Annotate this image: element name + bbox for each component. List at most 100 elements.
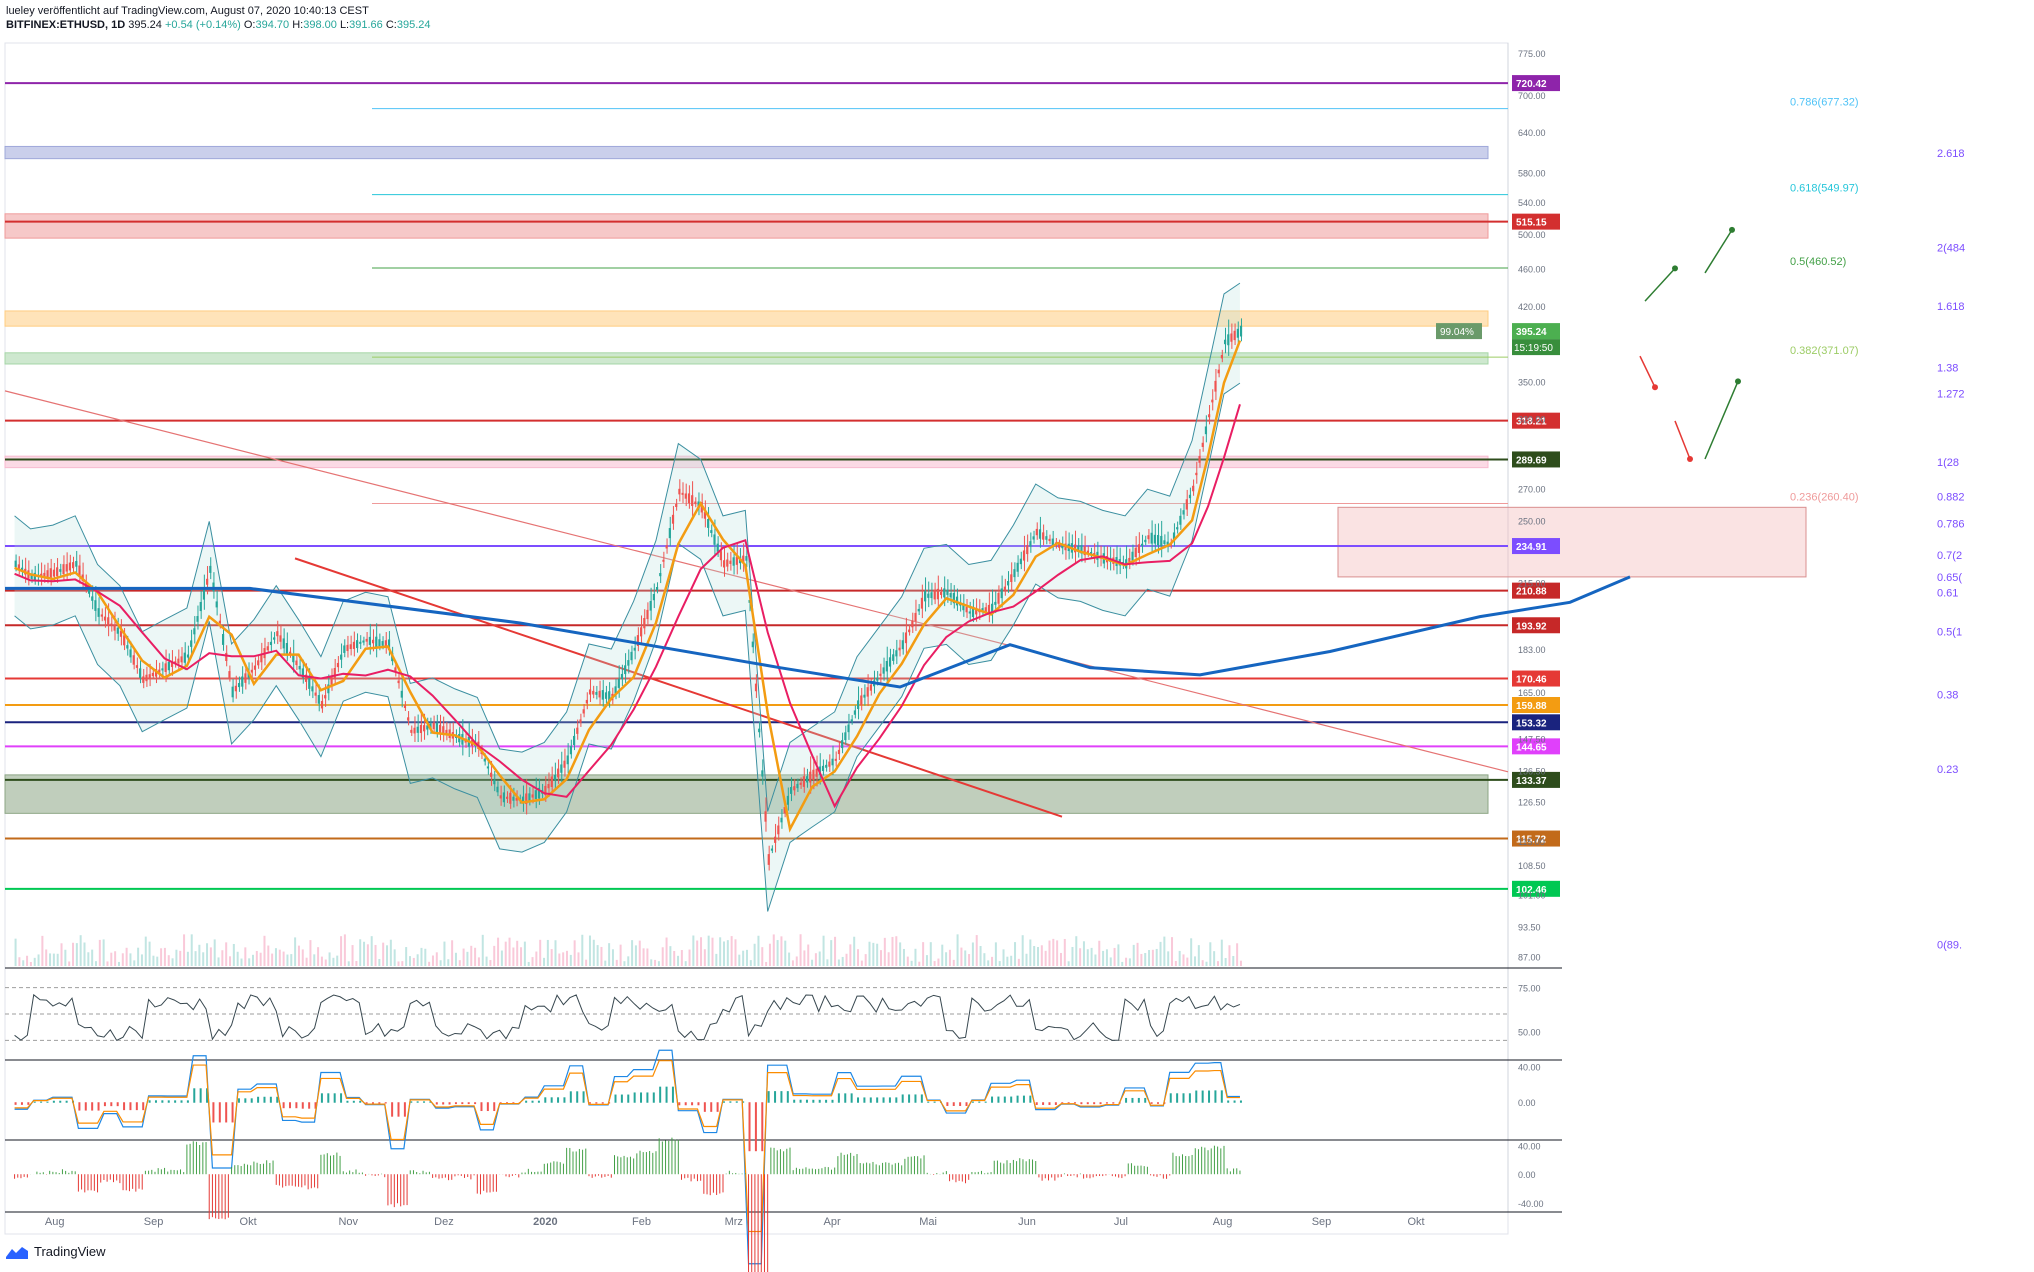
candle-body xyxy=(1042,532,1045,540)
candle-body xyxy=(158,669,161,673)
macd-histogram-bar xyxy=(301,1102,304,1109)
macd-histogram-bar xyxy=(793,1099,796,1103)
candle-body xyxy=(901,640,904,650)
volume-bar xyxy=(914,948,917,966)
candle-body xyxy=(914,612,917,622)
volume-bar xyxy=(872,942,875,966)
volume-bar xyxy=(41,935,44,966)
macd-histogram-bar xyxy=(199,1088,202,1103)
volume-bar xyxy=(677,955,680,966)
volume-bar xyxy=(121,953,124,966)
macd-histogram-bar xyxy=(480,1102,483,1112)
consolidation-box xyxy=(1337,506,1807,578)
bollinger-lower xyxy=(14,382,1241,912)
volume-bar xyxy=(408,956,411,966)
volume-bar xyxy=(225,942,228,966)
candle-body xyxy=(234,685,237,692)
candle-body xyxy=(595,691,598,695)
volume-bar xyxy=(757,935,760,966)
candle-body xyxy=(745,556,748,561)
volume-bar xyxy=(1132,944,1135,966)
fib-extension-label: 0(89. xyxy=(1937,940,1962,952)
macd-histogram-bar xyxy=(774,1091,777,1103)
volume-bar xyxy=(221,950,224,966)
candle-body xyxy=(397,680,400,684)
candle-body xyxy=(780,817,783,823)
volume-bar xyxy=(546,939,549,966)
macd-histogram-bar xyxy=(703,1102,706,1112)
candle-body xyxy=(237,682,241,688)
volume-bar xyxy=(516,940,519,966)
volume-bar xyxy=(1224,957,1227,966)
candle-body xyxy=(917,608,920,612)
candle-body xyxy=(1217,369,1220,374)
volume-bar xyxy=(102,939,105,966)
symbol-name[interactable]: BITFINEX:ETHUSD, 1D xyxy=(6,19,126,31)
candle-body xyxy=(984,607,987,612)
candle-body xyxy=(378,639,381,647)
candle-body xyxy=(343,645,346,653)
y-tick-label: 126.50 xyxy=(1518,798,1546,808)
macd-histogram-bar xyxy=(218,1102,221,1123)
macd-histogram-bar xyxy=(416,1101,419,1103)
macd-histogram-bar xyxy=(837,1093,840,1103)
tradingview-brand[interactable]: TradingView xyxy=(34,1244,106,1259)
volume-bar xyxy=(1079,948,1082,966)
volume-bar xyxy=(278,949,281,966)
volume-bar xyxy=(389,939,392,966)
volume-bar xyxy=(244,947,247,966)
candle-body xyxy=(1086,550,1089,554)
volume-bar xyxy=(899,942,902,966)
volume-bar xyxy=(458,960,461,966)
volume-bar xyxy=(994,942,997,966)
tradingview-logo-icon[interactable] xyxy=(6,1245,28,1259)
candle-body xyxy=(924,591,927,602)
candle-body xyxy=(684,493,687,499)
candle-body xyxy=(349,644,352,650)
volume-bar xyxy=(232,943,235,966)
macd-signal-line xyxy=(14,1060,1240,1233)
volume-bar xyxy=(577,952,580,966)
candle-body xyxy=(876,677,879,681)
volume-bar xyxy=(784,940,787,966)
macd-histogram-bar xyxy=(971,1101,974,1103)
macd-histogram-bar xyxy=(684,1102,687,1106)
candle-body xyxy=(129,649,132,658)
volume-bar xyxy=(64,949,67,966)
candle-body xyxy=(1007,581,1010,586)
candle-body xyxy=(588,689,592,695)
volume-bar xyxy=(1086,949,1089,966)
macd-histogram-bar xyxy=(927,1101,930,1103)
ohlc-o-label: O: xyxy=(243,19,256,31)
candle-body xyxy=(764,811,767,822)
candle-body xyxy=(107,617,110,626)
candle-body xyxy=(857,700,860,710)
candle-body xyxy=(620,673,624,680)
volume-bar xyxy=(657,961,660,966)
macd-histogram-bar xyxy=(397,1102,400,1117)
macd-histogram-bar xyxy=(767,1091,770,1103)
macd-histogram-bar xyxy=(506,1102,508,1104)
y-tick-label: 136.50 xyxy=(1518,766,1546,776)
candle-body xyxy=(445,729,448,735)
candle-body xyxy=(569,746,573,755)
volume-bar xyxy=(83,942,86,966)
fib-extension-label: 1(28 xyxy=(1937,457,1959,469)
price-tag-label: 515.15 xyxy=(1516,218,1547,229)
y-tick-label: 165.00 xyxy=(1518,688,1546,698)
candle-body xyxy=(311,686,314,692)
candle-body xyxy=(652,593,655,601)
price-tag xyxy=(1512,670,1560,687)
volume-bar xyxy=(520,947,523,966)
volume-bar xyxy=(332,957,335,966)
volume-bar xyxy=(711,937,714,966)
volume-bar xyxy=(156,956,159,966)
candle-body xyxy=(790,787,793,794)
volume-bar xyxy=(1056,940,1059,966)
volume-bar xyxy=(634,945,637,966)
zone-band xyxy=(4,455,1489,469)
volume-bar xyxy=(412,957,415,966)
candle-body xyxy=(359,641,362,644)
candle-body xyxy=(103,616,107,621)
